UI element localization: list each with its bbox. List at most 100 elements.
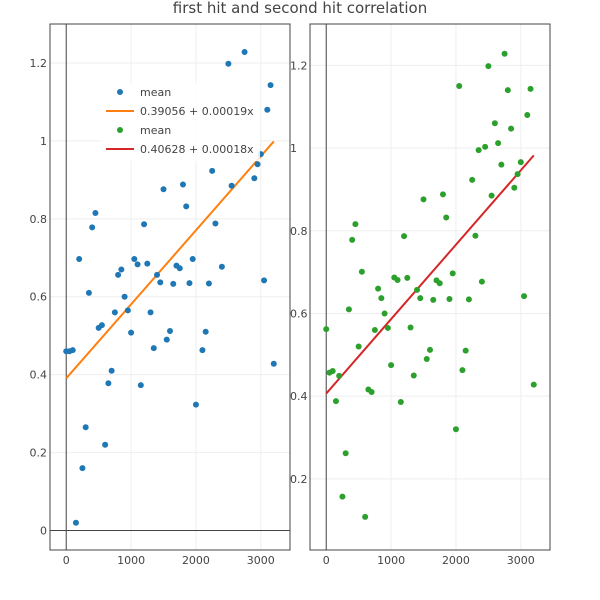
data-point[interactable] (192, 401, 199, 408)
data-point[interactable] (144, 260, 151, 267)
data-point[interactable] (371, 327, 378, 334)
data-point[interactable] (92, 209, 99, 216)
data-point[interactable] (111, 309, 118, 316)
data-point[interactable] (436, 280, 443, 287)
data-point[interactable] (362, 513, 369, 520)
data-point[interactable] (131, 255, 138, 262)
data-point[interactable] (517, 159, 524, 166)
data-point[interactable] (98, 322, 105, 329)
data-point[interactable] (79, 465, 86, 472)
data-point[interactable] (254, 161, 261, 168)
data-point[interactable] (488, 192, 495, 199)
data-point[interactable] (384, 324, 391, 331)
data-point[interactable] (527, 85, 534, 92)
data-point[interactable] (124, 307, 131, 314)
data-point[interactable] (212, 220, 219, 227)
data-point[interactable] (472, 232, 479, 239)
data-point[interactable] (228, 182, 235, 189)
data-point[interactable] (459, 367, 466, 374)
data-point[interactable] (186, 280, 193, 287)
data-point[interactable] (465, 296, 472, 303)
data-point[interactable] (427, 346, 433, 353)
data-point[interactable] (491, 120, 498, 127)
data-point[interactable] (430, 296, 437, 303)
data-point[interactable] (105, 380, 112, 387)
data-point[interactable] (118, 266, 125, 273)
data-point[interactable] (329, 367, 336, 374)
data-point[interactable] (134, 261, 141, 268)
data-point[interactable] (72, 519, 79, 526)
data-point[interactable] (462, 347, 469, 354)
data-point[interactable] (375, 285, 382, 292)
data-point[interactable] (102, 441, 109, 448)
data-point[interactable] (388, 362, 395, 369)
data-point[interactable] (530, 381, 537, 388)
legend-label[interactable]: mean (140, 124, 171, 137)
data-point[interactable] (170, 280, 177, 287)
data-point[interactable] (504, 87, 511, 94)
data-point[interactable] (267, 82, 274, 89)
data-point[interactable] (225, 60, 232, 67)
data-point[interactable] (202, 328, 209, 335)
data-point[interactable] (456, 83, 463, 90)
data-point[interactable] (410, 372, 417, 379)
data-point[interactable] (469, 176, 476, 183)
data-point[interactable] (478, 278, 485, 285)
legend-label[interactable]: 0.39056 + 0.00019x (140, 105, 254, 118)
data-point[interactable] (323, 326, 330, 333)
data-point[interactable] (115, 271, 122, 278)
data-point[interactable] (452, 426, 459, 433)
data-point[interactable] (475, 147, 482, 154)
data-point[interactable] (251, 175, 258, 182)
data-point[interactable] (264, 106, 271, 113)
legend-label[interactable]: mean (140, 86, 171, 99)
data-point[interactable] (514, 171, 521, 178)
data-point[interactable] (394, 276, 401, 283)
data-point[interactable] (189, 255, 196, 262)
data-point[interactable] (524, 111, 531, 118)
data-point[interactable] (345, 306, 352, 313)
data-point[interactable] (128, 329, 135, 336)
data-point[interactable] (218, 263, 225, 270)
data-point[interactable] (141, 221, 148, 228)
legend[interactable]: mean 0.39056 + 0.00019x mean 0.40628 + 0.00… (100, 83, 260, 161)
data-point[interactable] (358, 268, 365, 275)
data-point[interactable] (154, 271, 161, 278)
data-point[interactable] (423, 355, 430, 362)
data-point[interactable] (261, 277, 268, 284)
data-point[interactable] (76, 255, 83, 262)
data-point[interactable] (401, 233, 408, 240)
data-point[interactable] (501, 50, 508, 57)
data-point[interactable] (150, 345, 157, 352)
data-point[interactable] (160, 186, 167, 193)
data-point[interactable] (270, 360, 277, 367)
data-point[interactable] (147, 309, 154, 316)
data-point[interactable] (108, 367, 115, 374)
data-point[interactable] (179, 181, 186, 188)
data-point[interactable] (420, 196, 427, 203)
data-point[interactable] (352, 221, 359, 228)
data-point[interactable] (209, 167, 216, 174)
data-point[interactable] (485, 63, 492, 70)
data-point[interactable] (163, 336, 170, 343)
data-point[interactable] (205, 280, 212, 287)
data-point[interactable] (69, 347, 76, 354)
data-point[interactable] (498, 161, 505, 168)
data-point[interactable] (183, 203, 190, 210)
data-point[interactable] (439, 191, 446, 198)
data-point[interactable] (521, 293, 528, 300)
left-plot-panel[interactable]: 0 1000 2000 3000 0 0.2 0.4 0.6 0.8 1 1.2 (30, 23, 291, 567)
trendline[interactable] (65, 140, 275, 380)
data-point[interactable] (443, 214, 450, 221)
data-point[interactable] (157, 279, 164, 286)
data-point[interactable] (241, 49, 248, 56)
legend-label[interactable]: 0.40628 + 0.00018x (140, 143, 254, 156)
data-point[interactable] (339, 493, 346, 500)
data-point[interactable] (349, 236, 356, 243)
data-point[interactable] (414, 286, 421, 293)
data-point[interactable] (89, 224, 96, 231)
data-point[interactable] (449, 270, 456, 277)
trendline[interactable] (325, 154, 535, 395)
data-point[interactable] (332, 398, 339, 405)
data-point[interactable] (407, 324, 414, 331)
